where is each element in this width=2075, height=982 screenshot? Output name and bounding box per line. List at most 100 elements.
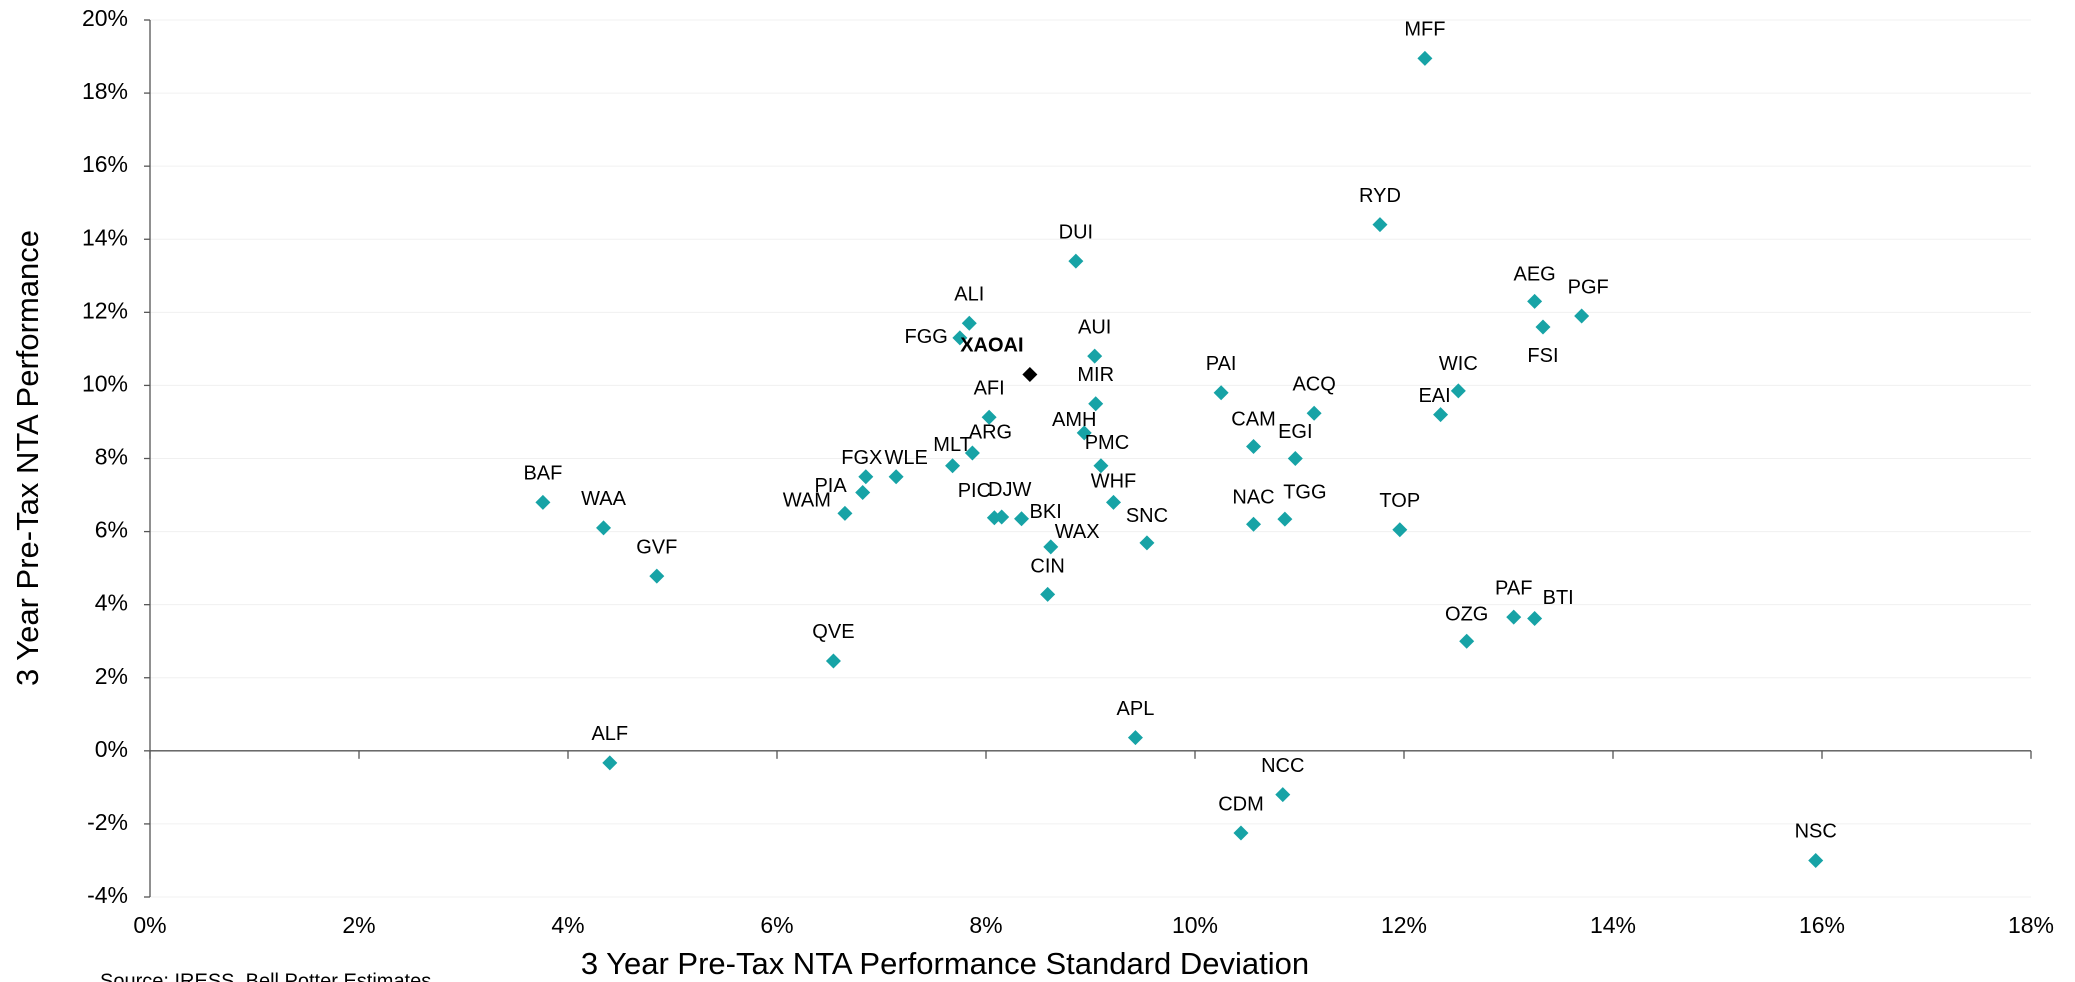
data-point <box>1277 511 1293 527</box>
data-point <box>1093 458 1109 474</box>
point-label: APL <box>1117 698 1155 720</box>
data-point <box>602 755 618 771</box>
data-point <box>1392 522 1408 538</box>
point-label: QVE <box>812 621 854 643</box>
point-label: MIR <box>1077 364 1114 386</box>
point-label: MFF <box>1404 19 1445 41</box>
point-label: EGI <box>1278 421 1312 443</box>
point-label: ARG <box>969 421 1012 443</box>
point-label: AEG <box>1514 264 1556 286</box>
point-label: FSI <box>1527 345 1558 367</box>
x-tick-label: 16% <box>1799 912 1845 938</box>
data-point <box>858 469 874 485</box>
data-point <box>855 484 871 500</box>
data-point <box>1088 396 1104 412</box>
point-label: SNC <box>1126 505 1168 527</box>
point-label: TGG <box>1283 481 1326 503</box>
point-label: CDM <box>1218 793 1264 815</box>
y-tick-label: 14% <box>82 224 128 250</box>
data-point <box>1372 217 1388 233</box>
point-label: AFI <box>974 377 1005 399</box>
point-label: PIA <box>814 475 847 497</box>
data-point <box>649 568 665 584</box>
point-label: BAF <box>523 463 562 485</box>
data-point <box>1527 611 1543 627</box>
y-tick-label: 6% <box>95 517 128 543</box>
y-tick-label: 16% <box>82 151 128 177</box>
y-tick-label: 8% <box>95 444 128 470</box>
point-label: DJW <box>988 479 1031 501</box>
x-tick-label: 12% <box>1381 912 1427 938</box>
point-label: WAX <box>1055 521 1100 543</box>
data-point <box>1433 407 1449 423</box>
data-point <box>1076 425 1092 441</box>
point-label: FGX <box>841 447 882 469</box>
data-point <box>1287 451 1303 466</box>
point-label: GVF <box>636 536 677 558</box>
point-label: PAI <box>1206 353 1237 375</box>
point-label: CAM <box>1231 409 1275 431</box>
y-tick-label: -2% <box>87 809 128 835</box>
data-point <box>1527 293 1543 309</box>
data-point <box>1450 383 1466 399</box>
point-label: PMC <box>1085 432 1129 454</box>
point-label: ALI <box>954 284 984 306</box>
point-label: DUI <box>1059 221 1093 243</box>
point-label: ALF <box>591 723 628 745</box>
y-tick-label: 4% <box>95 590 128 616</box>
data-point <box>535 494 551 510</box>
data-point <box>981 409 997 425</box>
point-label: WLE <box>884 447 927 469</box>
data-point <box>1127 730 1143 746</box>
source-note: Source: IRESS, Bell Potter Estimates <box>100 970 431 982</box>
y-axis-title: 3 Year Pre-Tax NTA Performance <box>10 230 45 686</box>
data-point <box>1574 308 1590 324</box>
y-tick-label: 10% <box>82 370 128 396</box>
point-label: OZG <box>1445 603 1488 625</box>
x-tick-label: 4% <box>551 912 584 938</box>
point-label: WAA <box>581 488 626 510</box>
data-point <box>1459 633 1475 649</box>
data-point <box>1014 511 1030 527</box>
point-label: ACQ <box>1292 373 1335 395</box>
x-tick-label: 2% <box>342 912 375 938</box>
point-label: AMH <box>1052 409 1096 431</box>
x-tick-label: 14% <box>1590 912 1636 938</box>
x-tick-label: 10% <box>1172 912 1218 938</box>
data-point <box>596 520 612 536</box>
point-label: FGG <box>905 326 948 348</box>
data-point <box>994 509 1010 525</box>
y-tick-label: 2% <box>95 663 128 689</box>
point-label: CIN <box>1030 556 1064 578</box>
data-point <box>964 445 980 461</box>
data-point <box>1022 366 1038 382</box>
point-label: WAM <box>783 490 831 512</box>
data-point <box>825 653 841 669</box>
data-point <box>1105 494 1121 510</box>
data-point <box>1306 405 1322 421</box>
point-label: MLT <box>933 434 972 456</box>
x-tick-label: 18% <box>2008 912 2054 938</box>
data-point <box>837 505 853 521</box>
point-label: TOP <box>1379 490 1420 512</box>
y-tick-label: -4% <box>87 882 128 908</box>
point-label: PAF <box>1495 577 1532 599</box>
y-tick-label: 12% <box>82 297 128 323</box>
data-point <box>1275 787 1291 803</box>
point-label: BTI <box>1543 587 1574 609</box>
y-tick-label: 0% <box>95 736 128 762</box>
point-label: WIC <box>1439 353 1478 375</box>
point-label: EAI <box>1418 385 1450 407</box>
point-label: XAOAI <box>960 335 1023 357</box>
data-point <box>1808 852 1824 868</box>
x-tick-label: 8% <box>969 912 1002 938</box>
point-label: PIC <box>958 480 991 502</box>
data-point <box>1506 609 1522 625</box>
data-point <box>1246 438 1262 454</box>
data-point <box>1535 319 1551 335</box>
data-point <box>1087 348 1103 364</box>
data-point <box>1139 535 1155 551</box>
point-label: WHF <box>1091 471 1137 493</box>
data-point <box>888 469 904 485</box>
